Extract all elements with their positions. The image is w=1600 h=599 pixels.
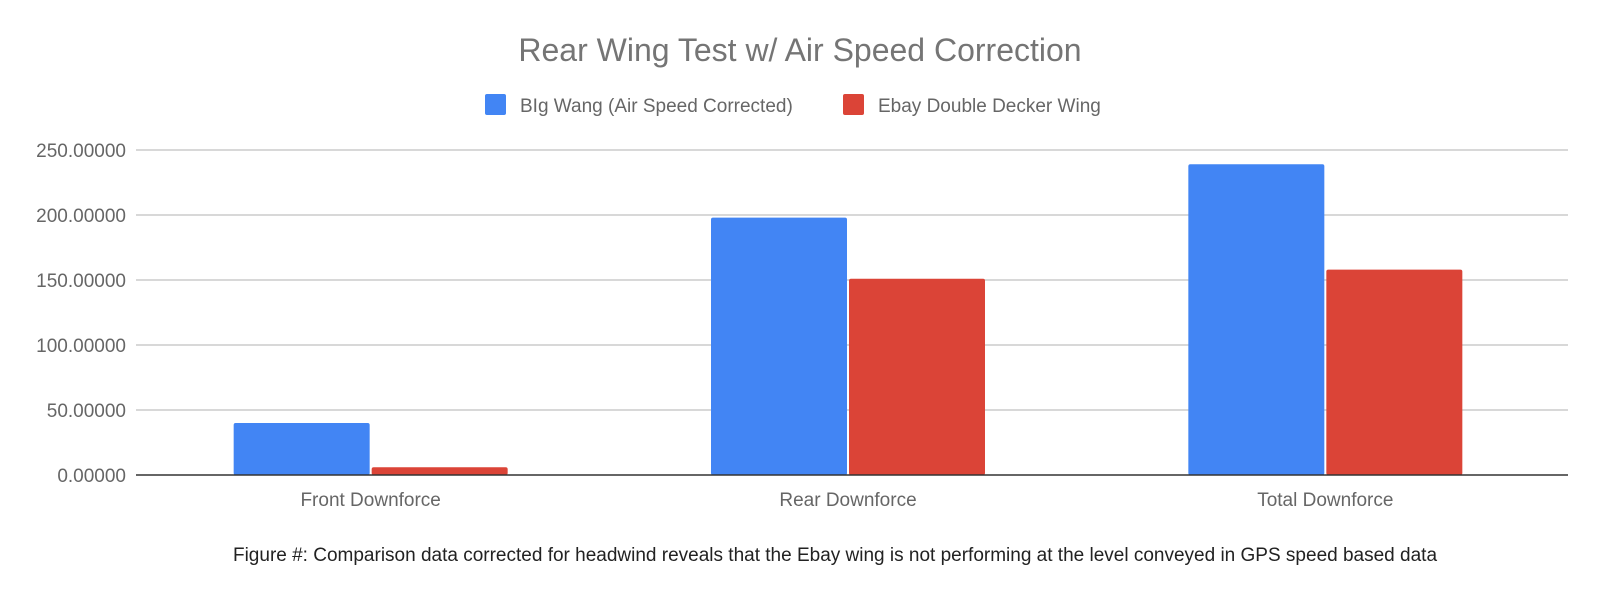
x-axis: Front Downforce Rear Downforce Total Downf… <box>136 474 1568 511</box>
x-tick-label: Rear Downforce <box>779 490 916 511</box>
bar <box>371 467 508 475</box>
legend-swatch <box>485 94 506 115</box>
y-tick-label: 250.00000 <box>36 141 126 162</box>
y-tick-label: 50.00000 <box>47 401 126 422</box>
bar <box>849 278 985 475</box>
y-tick-label: 200.00000 <box>36 206 126 227</box>
legend-label: Ebay Double Decker Wing <box>878 96 1101 117</box>
legend-swatch <box>843 94 864 115</box>
bar-chart: Rear Wing Test w/ Air Speed Correction B… <box>36 32 1568 511</box>
chart-title: Rear Wing Test w/ Air Speed Correction <box>518 32 1081 68</box>
x-tick-label: Front Downforce <box>300 490 440 511</box>
bars <box>233 164 1463 476</box>
bar <box>711 217 847 475</box>
bar <box>1326 269 1463 475</box>
y-tick-label: 0.00000 <box>57 466 126 487</box>
x-tick-label: Total Downforce <box>1257 490 1393 511</box>
y-tick-label: 100.00000 <box>36 336 126 357</box>
bar <box>233 423 370 475</box>
chart-legend: BIg Wang (Air Speed Corrected) Ebay Doubl… <box>485 94 1101 117</box>
figure-caption: Figure #: Comparison data corrected for … <box>232 545 1438 566</box>
y-tick-label: 150.00000 <box>36 271 126 292</box>
legend-label: BIg Wang (Air Speed Corrected) <box>520 96 793 117</box>
y-axis: 0.00000 50.00000 100.00000 150.00000 200.000… <box>36 141 126 487</box>
bar <box>1188 164 1325 476</box>
